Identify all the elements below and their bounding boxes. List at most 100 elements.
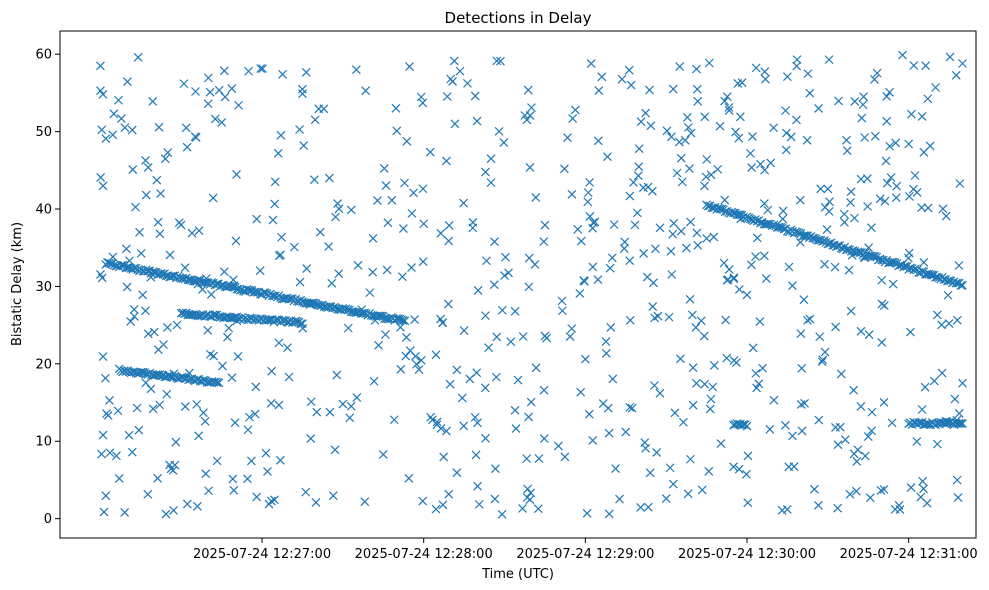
y-tick-label: 0 xyxy=(44,512,52,527)
clutter-point xyxy=(830,262,840,272)
clutter-point xyxy=(383,218,393,228)
clutter-point xyxy=(648,302,658,311)
clutter-point xyxy=(325,407,335,417)
clutter-point xyxy=(277,232,286,242)
clutter-point xyxy=(611,464,620,474)
clutter-point xyxy=(245,412,254,422)
clutter-point xyxy=(97,125,107,135)
clutter-point xyxy=(665,463,675,473)
clutter-point xyxy=(645,468,655,478)
track-point xyxy=(887,257,897,267)
clutter-point xyxy=(849,385,859,395)
clutter-point xyxy=(820,202,830,212)
clutter-point xyxy=(831,422,840,432)
clutter-point xyxy=(214,85,224,95)
track-point xyxy=(956,281,966,290)
clutter-point xyxy=(891,138,901,148)
clutter-point xyxy=(567,189,577,199)
track-point xyxy=(123,263,133,273)
clutter-point xyxy=(645,85,654,95)
clutter-point xyxy=(759,199,769,208)
clutter-point xyxy=(445,379,455,389)
clutter-point xyxy=(833,503,843,513)
clutter-point xyxy=(153,473,163,483)
track-point xyxy=(267,291,277,301)
clutter-point xyxy=(763,205,773,215)
clutter-point xyxy=(952,475,962,485)
clutter-point xyxy=(850,213,859,223)
clutter-point xyxy=(404,473,414,483)
clutter-point xyxy=(787,281,797,291)
clutter-point xyxy=(168,465,178,475)
clutter-point xyxy=(608,374,618,384)
clutter-point xyxy=(856,326,866,336)
clutter-point xyxy=(870,131,880,141)
track-point xyxy=(958,419,967,428)
clutter-point xyxy=(751,368,761,378)
clutter-point xyxy=(247,456,256,466)
clutter-point xyxy=(116,114,126,123)
y-tick-label: 40 xyxy=(35,203,52,218)
clutter-point xyxy=(850,97,860,106)
clutter-point xyxy=(338,399,348,409)
clutter-point xyxy=(751,252,761,262)
clutter-point xyxy=(274,251,284,261)
clutter-point xyxy=(951,70,961,80)
clutter-point xyxy=(916,492,926,502)
clutter-point xyxy=(171,437,181,447)
track-point xyxy=(202,378,212,387)
clutter-point xyxy=(133,52,143,62)
clutter-point xyxy=(668,479,678,489)
clutter-point xyxy=(492,56,502,66)
track-point xyxy=(958,280,967,290)
clutter-point xyxy=(583,188,593,198)
clutter-point xyxy=(506,337,516,347)
x-tick-label: 2025-07-24 12:28:00 xyxy=(355,547,493,562)
clutter-point xyxy=(754,379,764,389)
clutter-point xyxy=(143,489,153,499)
clutter-point xyxy=(633,171,643,181)
clutter-point xyxy=(863,202,873,211)
clutter-point xyxy=(661,494,671,503)
clutter-point xyxy=(369,376,379,386)
track-point xyxy=(250,287,260,297)
clutter-point xyxy=(470,91,480,101)
clutter-point xyxy=(840,435,850,445)
track-point xyxy=(715,204,725,214)
clutter-point xyxy=(409,188,418,198)
clutter-point xyxy=(760,67,770,77)
clutter-point xyxy=(379,163,389,173)
clutter-point xyxy=(405,62,414,72)
clutter-point xyxy=(692,378,701,388)
track-point xyxy=(375,311,385,321)
x-axis-ticks: 2025-07-24 12:27:00 2025-07-24 12:28:00 20… xyxy=(193,538,978,562)
clutter-point xyxy=(391,103,401,113)
track-point xyxy=(818,237,828,246)
clutter-point xyxy=(885,141,895,151)
clutter-point xyxy=(687,310,697,320)
clutter-point xyxy=(398,224,408,233)
track-point xyxy=(868,251,878,261)
clutter-point xyxy=(621,427,631,437)
clutter-point xyxy=(733,79,743,88)
plot-frame xyxy=(59,30,977,539)
clutter-point xyxy=(473,418,482,428)
clutter-point xyxy=(857,113,867,123)
clutter-point xyxy=(141,190,151,200)
y-axis-ticks: 0 10 20 30 40 50 60 xyxy=(35,48,60,527)
clutter-point xyxy=(473,481,483,491)
clutter-point xyxy=(217,117,227,127)
clutter-point xyxy=(678,417,688,427)
clutter-point xyxy=(640,438,650,447)
clutter-point xyxy=(365,288,375,298)
clutter-point xyxy=(295,277,305,287)
clutter-point xyxy=(143,163,153,172)
clutter-point xyxy=(129,305,139,314)
clutter-point xyxy=(817,357,827,367)
clutter-point xyxy=(523,484,533,494)
track-point xyxy=(956,419,966,428)
clutter-point xyxy=(824,55,834,65)
clutter-point xyxy=(302,264,312,273)
clutter-point xyxy=(576,236,586,246)
clutter-point xyxy=(666,132,676,142)
